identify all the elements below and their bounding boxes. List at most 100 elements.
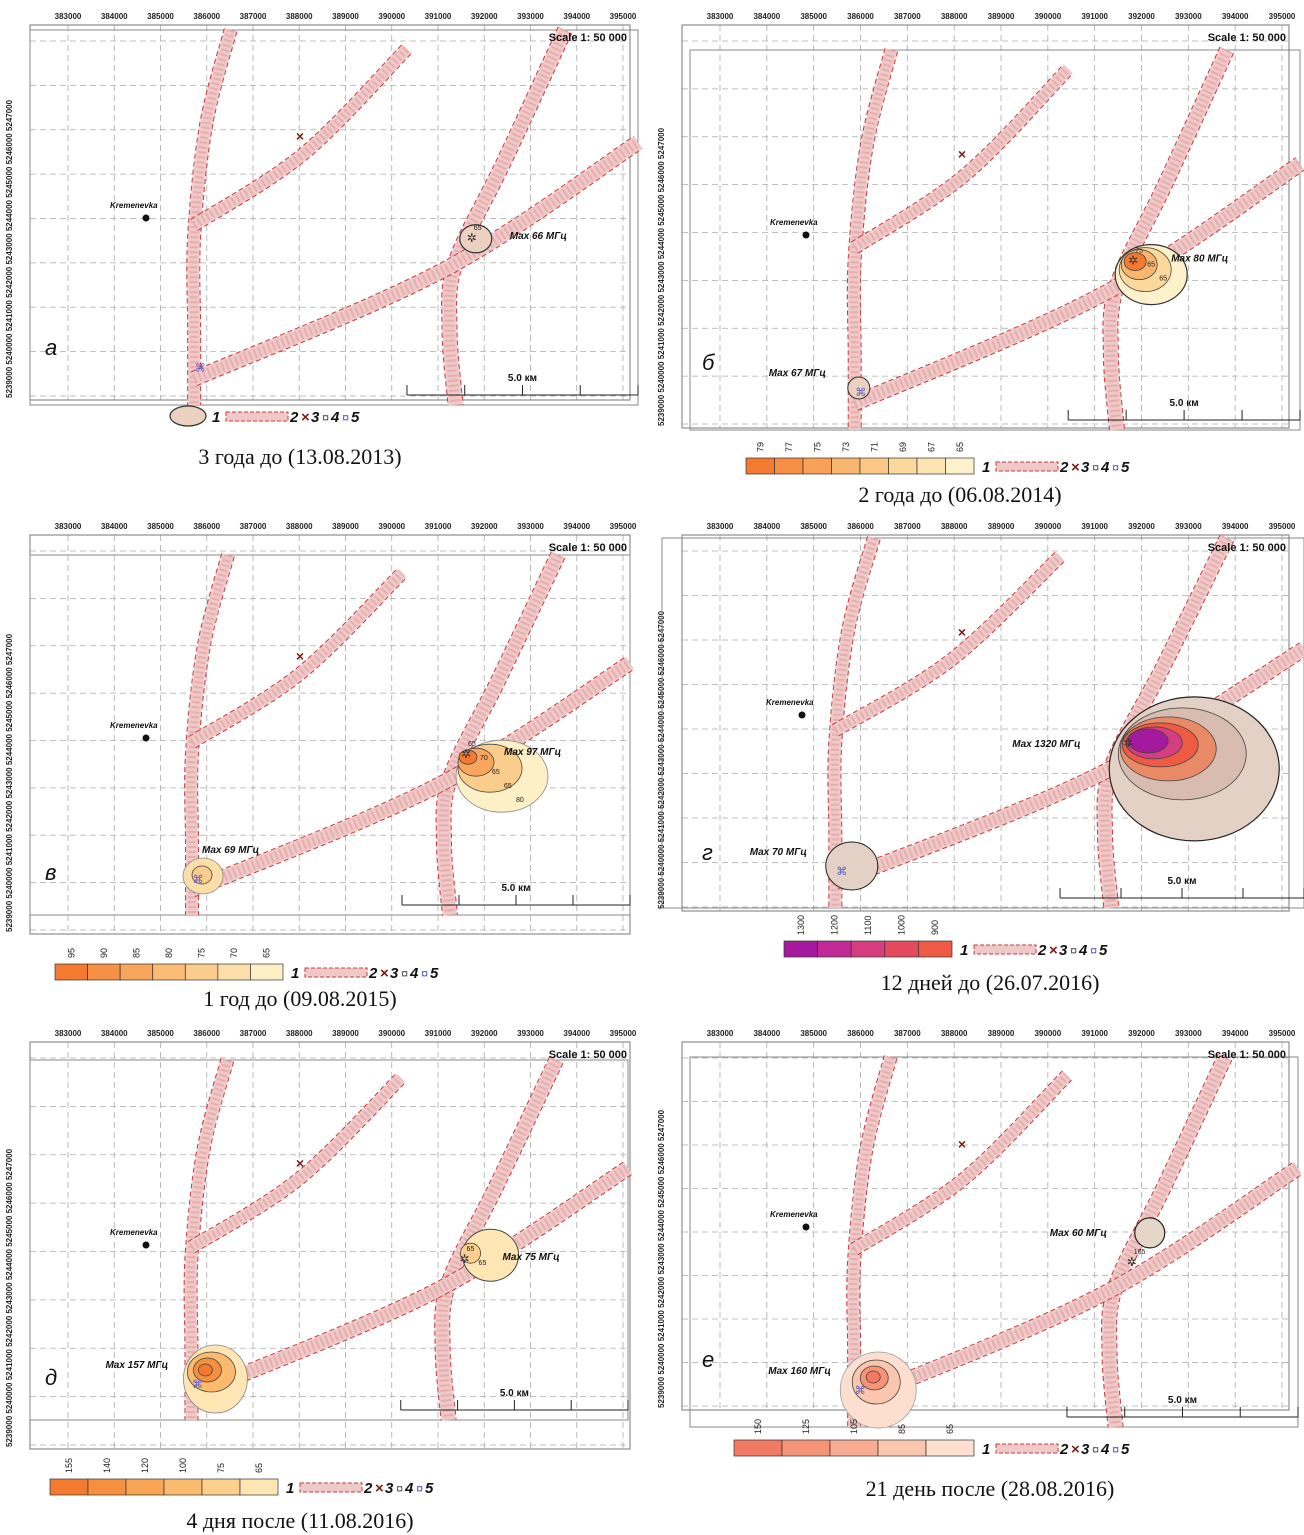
x-tick-label: 392000: [471, 12, 498, 21]
legend-swatch: [884, 940, 919, 958]
contour-value-label: 65: [1147, 262, 1155, 269]
x-tick-label: 390000: [378, 1029, 405, 1038]
scalebar-label: 5.0 км: [500, 1388, 529, 1399]
x-tick-label: 386000: [193, 12, 220, 21]
blue-star-marker-icon: ⌘: [836, 866, 847, 878]
x-tick-label: 394000: [1222, 522, 1249, 531]
settlement-dot-icon: [802, 231, 810, 239]
scale-label: Scale 1: 50 000: [1208, 1049, 1286, 1061]
y-tick-labels: 5239000 5240000 5241000 5242000 5243000 …: [657, 127, 666, 426]
blue-star-marker-icon: ⌘: [855, 387, 866, 399]
pipeline-corridor-east: [435, 551, 566, 916]
legend-item-5: 5: [430, 965, 439, 982]
scale-label: Scale 1: 50 000: [549, 1049, 627, 1061]
x-tick-label: 385000: [800, 1029, 827, 1038]
label-max-east: Max 75 МГц: [503, 1252, 560, 1263]
anomaly-contours: [182, 739, 549, 895]
legend-swatch: [217, 963, 251, 981]
x-tick-label: 387000: [240, 522, 267, 531]
x-tick-label: 386000: [193, 1029, 220, 1038]
x-tick-label: 395000: [1269, 522, 1296, 531]
settlement-label: Kremenevka: [770, 218, 818, 227]
anomaly-area-west: [847, 376, 871, 400]
x-tick-label: 392000: [1128, 1029, 1155, 1038]
x-tick-label: 384000: [753, 12, 780, 21]
x-tick-label: 391000: [1081, 522, 1108, 531]
cross-marker-icon: ×: [296, 128, 304, 144]
legend-item-4: 4: [1100, 1441, 1110, 1458]
cross-marker-icon: ×: [296, 1155, 304, 1171]
blue-star-marker-icon: ¤: [342, 410, 349, 425]
legend-swatch: [119, 963, 154, 981]
legend-swatch: [87, 963, 121, 981]
contour-value-label: 105: [1134, 1249, 1146, 1256]
legend-scale-label: 85: [131, 948, 141, 958]
scale-bar: [401, 895, 631, 906]
legend-scale-label: 90: [99, 948, 109, 958]
contour-value-label: 65: [479, 1260, 487, 1267]
anomaly-area-east: [1134, 1217, 1166, 1249]
pipeline-corridor-northwest: [850, 1070, 1072, 1256]
x-tick-label: 392000: [1128, 522, 1155, 531]
scalebar-label: 5.0 км: [1168, 1395, 1197, 1406]
x-tick-label: 383000: [707, 522, 734, 531]
legend-swatch: [745, 457, 775, 475]
cross-marker-icon: ×: [301, 409, 310, 426]
blue-star-marker-icon: ⌘: [195, 363, 206, 375]
legend-scale-label: 65: [945, 1424, 955, 1434]
label-max-west: Max 160 МГц: [768, 1366, 831, 1377]
pipeline-corridor-east: [434, 1056, 564, 1421]
cross-marker-icon: ×: [958, 146, 966, 162]
x-tick-label: 391000: [425, 1029, 452, 1038]
grid-lines: [30, 1042, 630, 1449]
legend-swatch: [918, 940, 953, 958]
x-tick-label: 393000: [517, 522, 544, 531]
legend-item-3: 3: [1081, 459, 1090, 476]
x-tick-label: 387000: [894, 1029, 921, 1038]
x-tick-label: 389000: [988, 12, 1015, 21]
star-marker-icon: ¤: [322, 410, 329, 425]
legend-scale-label: 900: [930, 920, 940, 935]
map-border: [681, 1041, 1290, 1411]
star-marker-icon: ✲: [1128, 254, 1138, 268]
legend-scale-label: 65: [254, 1463, 264, 1473]
legend-scale-label: 70: [229, 948, 239, 958]
label-max-east: Max 97 МГц: [504, 747, 561, 758]
legend-item-3: 3: [385, 1480, 394, 1497]
star-marker-icon: ¤: [401, 966, 408, 981]
x-tick-label: 386000: [847, 12, 874, 21]
blue-star-marker-icon: ¤: [1112, 1442, 1119, 1457]
x-tick-label: 392000: [471, 522, 498, 531]
anomaly-contours: [825, 696, 1280, 891]
scale-label: Scale 1: 50 000: [549, 542, 627, 554]
x-tick-label: 387000: [894, 12, 921, 21]
legend-scale-label: 75: [812, 442, 822, 452]
pipeline-corridor-icon: [973, 944, 1037, 955]
settlement-dot-icon: [142, 734, 150, 742]
x-tick-label: 387000: [240, 1029, 267, 1038]
anomaly-area-west: [825, 841, 879, 891]
x-tick-label: 388000: [941, 522, 968, 531]
legend-swatch: [152, 963, 186, 981]
contour-value-label: 75: [1135, 248, 1143, 255]
x-tick-label: 392000: [1128, 12, 1155, 21]
x-tick-label: 393000: [1175, 12, 1202, 21]
anomaly-contours: [459, 224, 493, 254]
scale-label: Scale 1: 50 000: [549, 32, 627, 44]
star-marker-icon: ✲: [467, 231, 477, 245]
x-tick-label: 385000: [147, 1029, 174, 1038]
map-svg-3: 383000 384000 385000 386000 387000 388000 3890…: [657, 522, 1304, 959]
label-max-east: Max 1320 МГц: [1012, 739, 1080, 750]
x-tick-label: 385000: [147, 12, 174, 21]
legend-swatch: [239, 1478, 279, 1496]
contour-band: [460, 1242, 481, 1264]
cross-marker-icon: ×: [958, 1136, 966, 1152]
label-max-east: Max 60 МГц: [1050, 1228, 1107, 1239]
legend-item-1: 1: [286, 1480, 294, 1497]
x-tick-label: 393000: [1175, 522, 1202, 531]
x-tick-label: 389000: [332, 1029, 359, 1038]
x-tick-label: 393000: [517, 12, 544, 21]
x-tick-label: 389000: [988, 1029, 1015, 1038]
legend-swatch: [831, 457, 861, 475]
settlement-dot-icon: [798, 711, 806, 719]
